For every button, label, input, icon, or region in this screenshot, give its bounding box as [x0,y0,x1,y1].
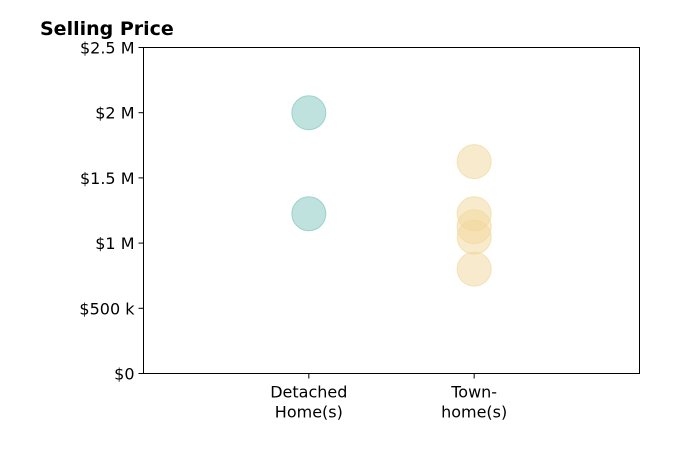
data-point [291,196,327,232]
y-tick-label: $1 M [95,234,134,253]
x-tick-label: Town- [450,383,497,402]
data-point [456,144,492,180]
data-point [456,251,492,287]
x-tick-label: home(s) [441,403,507,422]
data-points [291,95,492,287]
data-point [291,95,327,131]
y-tick-label: $2.5 M [80,39,135,58]
x-tick-label: Home(s) [275,403,343,422]
y-tick-label: $0 [114,365,134,384]
data-point [456,219,492,255]
plot-area [143,47,640,374]
y-axis: $0 $500 k $1 M $1.5 M $2 M $2.5 M [79,39,144,384]
chart-title: Selling Price [40,18,174,40]
y-tick-label: $2 M [95,104,134,123]
x-tick-label: Detached [270,383,347,402]
y-tick-label: $500 k [79,299,135,318]
y-tick-label: $1.5 M [80,169,135,188]
